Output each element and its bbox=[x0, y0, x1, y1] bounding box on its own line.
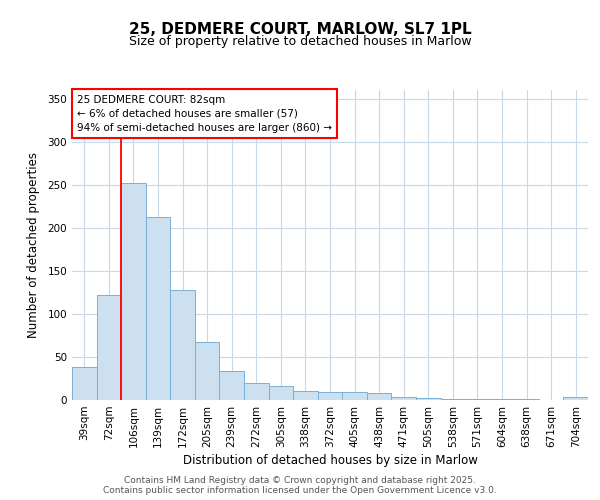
Bar bbox=[490, 399, 514, 400]
Bar bbox=[416, 398, 440, 400]
Bar bbox=[318, 392, 342, 400]
Bar bbox=[72, 368, 97, 400]
Text: 25, DEDMERE COURT, MARLOW, SL7 1PL: 25, DEDMERE COURT, MARLOW, SL7 1PL bbox=[128, 22, 472, 38]
Bar bbox=[244, 383, 269, 400]
Bar bbox=[293, 390, 318, 400]
Bar bbox=[121, 183, 146, 400]
Bar bbox=[146, 216, 170, 400]
Bar bbox=[269, 386, 293, 400]
Bar bbox=[170, 290, 195, 400]
Bar bbox=[391, 396, 416, 400]
Text: 25 DEDMERE COURT: 82sqm
← 6% of detached houses are smaller (57)
94% of semi-det: 25 DEDMERE COURT: 82sqm ← 6% of detached… bbox=[77, 94, 332, 132]
Y-axis label: Number of detached properties: Number of detached properties bbox=[28, 152, 40, 338]
Bar bbox=[342, 392, 367, 400]
Bar bbox=[465, 399, 490, 400]
Bar bbox=[97, 295, 121, 400]
Bar bbox=[195, 342, 220, 400]
Bar bbox=[220, 370, 244, 400]
Text: Contains HM Land Registry data © Crown copyright and database right 2025.
Contai: Contains HM Land Registry data © Crown c… bbox=[103, 476, 497, 495]
Text: Size of property relative to detached houses in Marlow: Size of property relative to detached ho… bbox=[128, 35, 472, 48]
Bar bbox=[514, 399, 539, 400]
Bar bbox=[440, 399, 465, 400]
X-axis label: Distribution of detached houses by size in Marlow: Distribution of detached houses by size … bbox=[182, 454, 478, 467]
Bar bbox=[563, 398, 588, 400]
Bar bbox=[367, 393, 391, 400]
